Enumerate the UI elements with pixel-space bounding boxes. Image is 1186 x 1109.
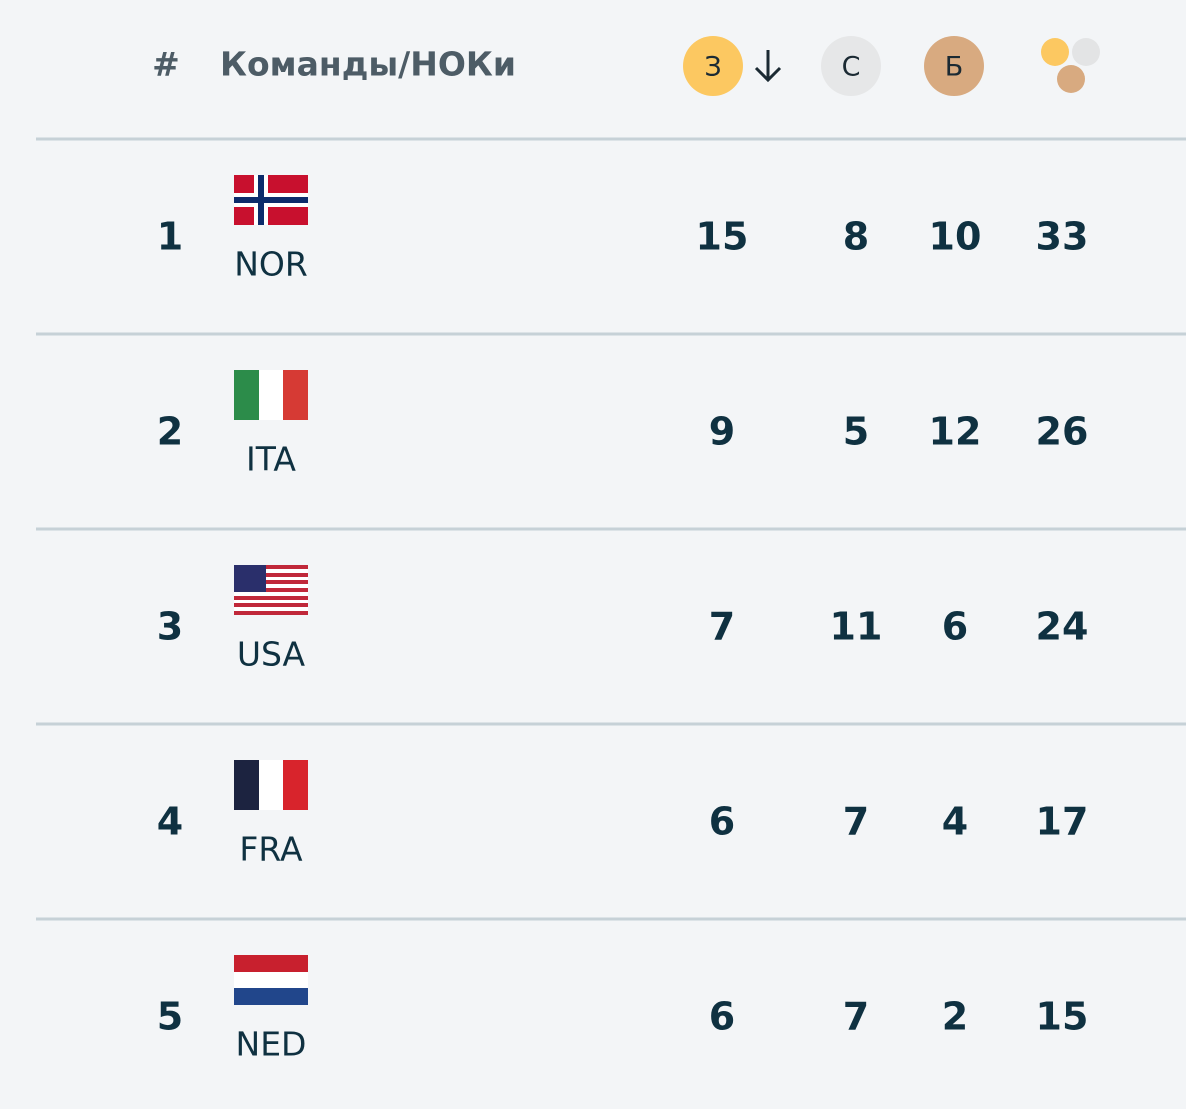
silver-count: 7 [843, 995, 869, 1039]
total-count: 15 [1036, 995, 1089, 1039]
rank: 5 [157, 995, 183, 1039]
noc-code[interactable]: NOR [234, 245, 308, 284]
silver-count: 7 [843, 800, 869, 844]
bronze-count: 4 [942, 800, 968, 844]
bronze-count: 2 [942, 995, 968, 1039]
rank: 3 [157, 605, 183, 649]
gold-count: 6 [709, 800, 735, 844]
noc-code[interactable]: USA [237, 635, 306, 674]
noc-code[interactable]: NED [236, 1025, 307, 1064]
total-count: 33 [1036, 215, 1089, 259]
rank: 1 [157, 215, 183, 259]
bronze-count: 12 [929, 410, 982, 454]
total-icon[interactable] [1041, 38, 1100, 93]
bronze-count: 6 [942, 605, 968, 649]
flag [234, 175, 308, 225]
bronze-count: 10 [929, 215, 982, 259]
gold-count: 7 [709, 605, 735, 649]
noc-code[interactable]: ITA [246, 440, 296, 479]
silver-badge[interactable] [821, 36, 881, 96]
flag [234, 370, 308, 420]
flag [234, 760, 308, 810]
silver-count: 5 [843, 410, 869, 454]
flag [234, 565, 308, 615]
silver-count: 11 [830, 605, 883, 649]
total-count: 24 [1036, 605, 1089, 649]
sort-arrow [754, 50, 782, 83]
total-count: 17 [1036, 800, 1089, 844]
header-silver[interactable]: С [842, 52, 861, 83]
gold-count: 9 [709, 410, 735, 454]
silver-count: 8 [843, 215, 869, 259]
header-rank: # [152, 45, 180, 84]
header-bronze[interactable]: Б [945, 52, 964, 83]
gold-count: 15 [696, 215, 749, 259]
rank: 2 [157, 410, 183, 454]
rank: 4 [157, 800, 183, 844]
gold-count: 6 [709, 995, 735, 1039]
total-count: 26 [1036, 410, 1089, 454]
flag [234, 955, 308, 1005]
bronze-badge[interactable] [924, 36, 984, 96]
header-team[interactable]: Команды/НОКи [220, 45, 516, 84]
noc-code[interactable]: FRA [239, 830, 303, 869]
gold-badge[interactable] [683, 36, 743, 96]
header-gold[interactable]: З [704, 52, 721, 83]
